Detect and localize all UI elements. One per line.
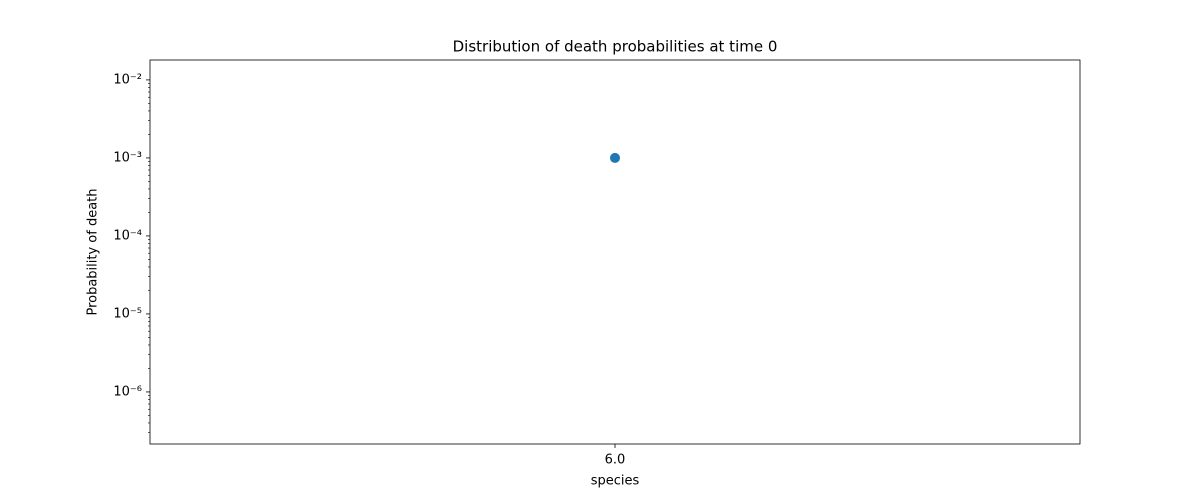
y-tick-label: 10⁻⁶	[113, 384, 142, 399]
plot-frame	[149, 59, 1081, 445]
y-tick-label: 10⁻³	[113, 150, 142, 165]
y-tick-label: 10⁻⁴	[113, 228, 142, 243]
y-axis-label: Probability of death	[86, 188, 101, 315]
x-tick-label: 6.0	[605, 453, 626, 468]
x-axis-label: species	[591, 474, 640, 489]
scatter-point	[610, 152, 620, 163]
y-tick-label: 10⁻⁵	[113, 306, 142, 321]
y-tick-label: 10⁻²	[113, 72, 142, 87]
chart-title: Distribution of death probabilities at t…	[453, 38, 778, 56]
